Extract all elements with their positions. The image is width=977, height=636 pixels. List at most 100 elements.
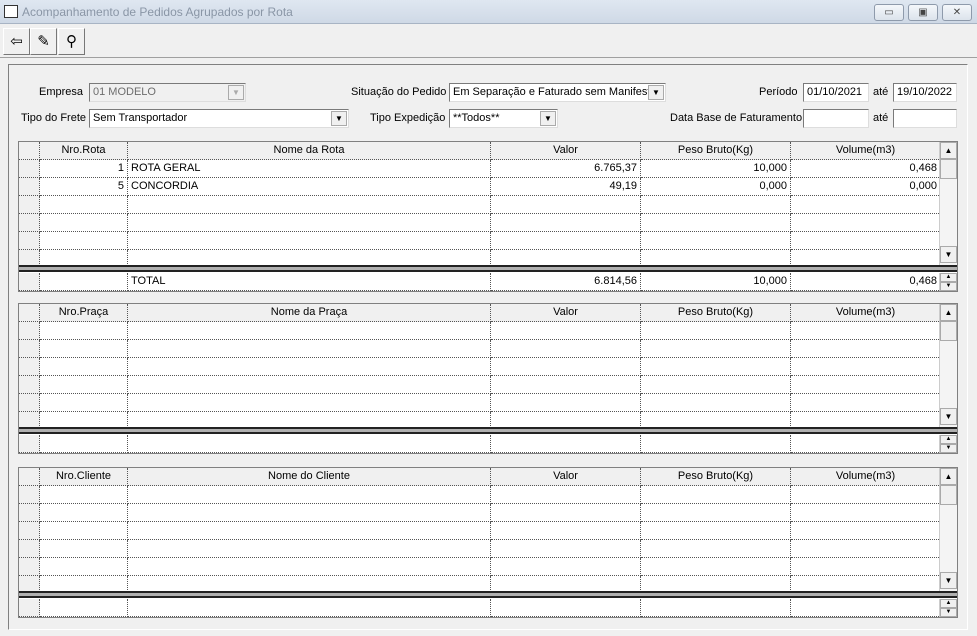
scroll-thumb[interactable]: [940, 159, 957, 179]
column-header[interactable]: Peso Bruto(Kg): [641, 142, 791, 160]
table-cell[interactable]: [128, 558, 491, 576]
row-indicator[interactable]: [19, 196, 40, 214]
column-header[interactable]: Valor: [491, 468, 641, 486]
table-cell[interactable]: [128, 486, 491, 504]
row-indicator[interactable]: [19, 160, 40, 178]
table-cell[interactable]: [128, 540, 491, 558]
table-cell[interactable]: [40, 504, 128, 522]
periodo-to-input[interactable]: 19/10/2022: [893, 83, 957, 102]
vertical-scrollbar[interactable]: ▲ ▼: [939, 468, 957, 591]
row-indicator[interactable]: [19, 358, 40, 376]
table-cell[interactable]: [491, 486, 641, 504]
table-cell[interactable]: [40, 394, 128, 412]
table-cell[interactable]: [128, 394, 491, 412]
table-cell[interactable]: [641, 232, 791, 250]
table-cell[interactable]: [40, 232, 128, 250]
table-cell[interactable]: [791, 522, 941, 540]
table-cell[interactable]: [40, 522, 128, 540]
table-cell[interactable]: ROTA GERAL: [128, 160, 491, 178]
table-cell[interactable]: [40, 196, 128, 214]
scroll-thumb[interactable]: [940, 321, 957, 341]
table-cell[interactable]: [128, 196, 491, 214]
column-header[interactable]: Nome do Cliente: [128, 468, 491, 486]
total-spinner[interactable]: ▲ ▼: [939, 599, 957, 617]
exit-button[interactable]: ⇦: [3, 28, 30, 55]
table-cell[interactable]: [791, 558, 941, 576]
table-cell[interactable]: [641, 214, 791, 232]
row-indicator[interactable]: [19, 504, 40, 522]
table-cell[interactable]: 1: [40, 160, 128, 178]
table-cell[interactable]: [641, 376, 791, 394]
column-header[interactable]: Nro.Cliente: [40, 468, 128, 486]
table-cell[interactable]: [791, 340, 941, 358]
column-header[interactable]: Valor: [491, 304, 641, 322]
row-indicator[interactable]: [19, 232, 40, 250]
scroll-up-icon[interactable]: ▲: [940, 468, 957, 485]
table-cell[interactable]: [641, 394, 791, 412]
column-header[interactable]: Valor: [491, 142, 641, 160]
table-cell[interactable]: [128, 504, 491, 522]
maximize-button[interactable]: ▣: [908, 4, 938, 21]
column-header[interactable]: Volume(m3): [791, 468, 941, 486]
table-cell[interactable]: [491, 394, 641, 412]
frete-select[interactable]: Sem Transportador ▼: [89, 109, 349, 128]
row-indicator[interactable]: [19, 214, 40, 232]
table-cell[interactable]: [491, 504, 641, 522]
table-cell[interactable]: [128, 322, 491, 340]
table-cell[interactable]: [641, 196, 791, 214]
row-indicator[interactable]: [19, 522, 40, 540]
scroll-thumb[interactable]: [940, 485, 957, 505]
faturamento-to-input[interactable]: [893, 109, 957, 128]
periodo-from-input[interactable]: 01/10/2021: [803, 83, 869, 102]
table-cell[interactable]: [641, 486, 791, 504]
column-header[interactable]: Volume(m3): [791, 142, 941, 160]
close-button[interactable]: ✕: [942, 4, 972, 21]
row-indicator[interactable]: [19, 558, 40, 576]
table-cell[interactable]: 0,000: [641, 178, 791, 196]
table-cell[interactable]: [40, 376, 128, 394]
table-cell[interactable]: [128, 376, 491, 394]
table-cell[interactable]: [641, 322, 791, 340]
table-cell[interactable]: 6.765,37: [491, 160, 641, 178]
table-cell[interactable]: [791, 214, 941, 232]
table-cell[interactable]: [491, 196, 641, 214]
scroll-down-icon[interactable]: ▼: [940, 572, 957, 589]
table-cell[interactable]: [791, 232, 941, 250]
table-cell[interactable]: [491, 522, 641, 540]
table-cell[interactable]: [128, 340, 491, 358]
column-header[interactable]: Nome da Praça: [128, 304, 491, 322]
table-cell[interactable]: [791, 376, 941, 394]
expedicao-select[interactable]: **Todos** ▼: [449, 109, 558, 128]
empresa-select[interactable]: 01 MODELO ▼: [89, 83, 246, 102]
row-indicator[interactable]: [19, 394, 40, 412]
table-cell[interactable]: [491, 540, 641, 558]
scroll-up-icon[interactable]: ▲: [940, 304, 957, 321]
row-indicator[interactable]: [19, 486, 40, 504]
vertical-scrollbar[interactable]: ▲ ▼: [939, 142, 957, 265]
table-cell[interactable]: 10,000: [641, 160, 791, 178]
scroll-down-icon[interactable]: ▼: [940, 246, 957, 263]
table-cell[interactable]: [791, 196, 941, 214]
column-header[interactable]: Nro.Rota: [40, 142, 128, 160]
table-cell[interactable]: [491, 214, 641, 232]
table-cell[interactable]: [128, 522, 491, 540]
table-cell[interactable]: [40, 486, 128, 504]
table-cell[interactable]: [128, 232, 491, 250]
column-header[interactable]: Peso Bruto(Kg): [641, 468, 791, 486]
faturamento-from-input[interactable]: [803, 109, 869, 128]
table-cell[interactable]: [641, 540, 791, 558]
table-cell[interactable]: 5: [40, 178, 128, 196]
spin-up-icon[interactable]: ▲: [940, 273, 957, 282]
clear-button[interactable]: ✎: [30, 28, 57, 55]
table-cell[interactable]: [40, 540, 128, 558]
table-cell[interactable]: [491, 340, 641, 358]
minimize-button[interactable]: ▭: [874, 4, 904, 21]
table-cell[interactable]: [641, 504, 791, 522]
column-header[interactable]: Nome da Rota: [128, 142, 491, 160]
total-spinner[interactable]: ▲ ▼: [939, 435, 957, 453]
table-cell[interactable]: [791, 394, 941, 412]
table-cell[interactable]: 0,468: [791, 160, 941, 178]
row-indicator[interactable]: [19, 540, 40, 558]
spin-up-icon[interactable]: ▲: [940, 599, 957, 608]
row-indicator[interactable]: [19, 322, 40, 340]
